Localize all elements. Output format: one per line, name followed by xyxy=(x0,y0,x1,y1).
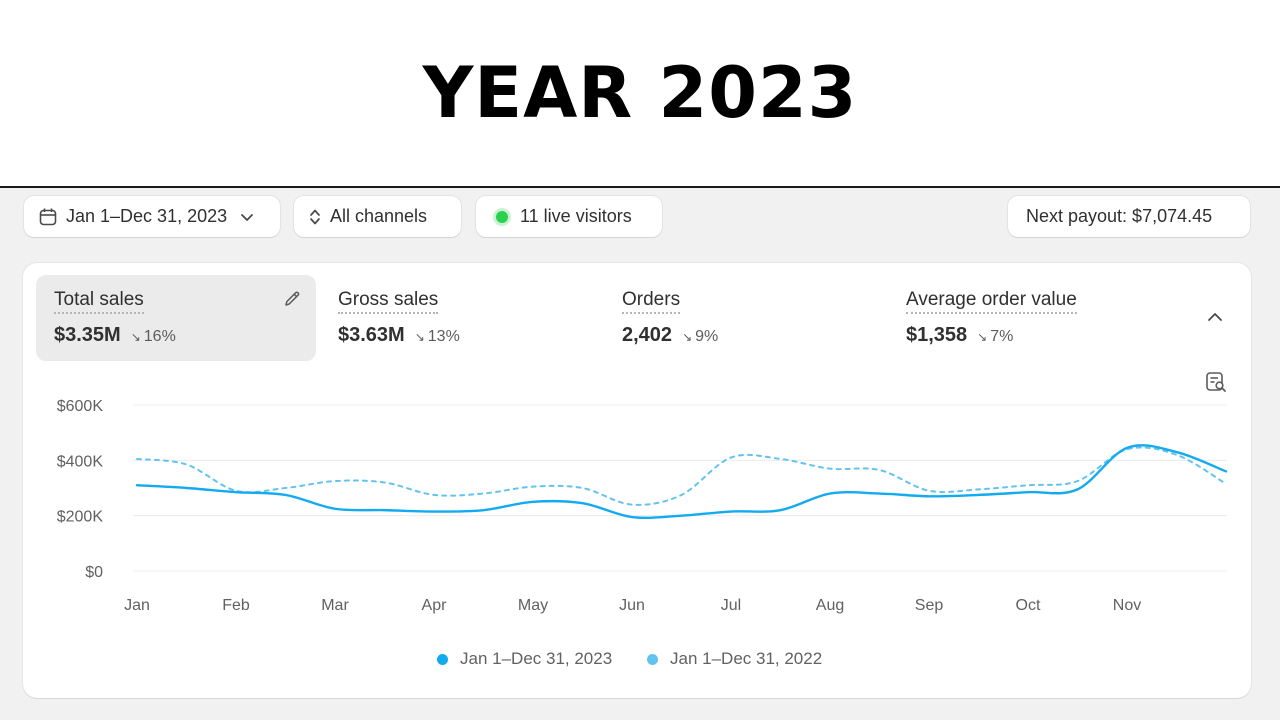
date-range-label: Jan 1–Dec 31, 2023 xyxy=(66,206,228,226)
page-title: YEAR 2023 xyxy=(422,52,858,134)
x-tick-label: Nov xyxy=(1113,597,1141,614)
x-tick-label: Sep xyxy=(915,597,944,614)
series-line-2022[interactable] xyxy=(136,446,1227,506)
live-visitors-label: 11 live visitors xyxy=(520,206,632,226)
divider xyxy=(0,186,1280,188)
legend-item-current[interactable]: Jan 1–Dec 31, 2023 xyxy=(437,649,612,669)
live-status-dot xyxy=(496,210,508,223)
trend-down-icon: ↘ xyxy=(682,330,693,344)
metric-change: 16% xyxy=(143,328,176,345)
metric-change: 9% xyxy=(695,328,719,345)
chevron-down-icon xyxy=(241,213,254,221)
metric-value: 2,402 xyxy=(622,324,673,346)
metric-value: $3.35M xyxy=(54,324,121,346)
chevron-up-icon[interactable] xyxy=(1205,307,1225,327)
legend-dot xyxy=(647,653,658,665)
x-tick-label: May xyxy=(518,597,548,614)
y-tick-label: $400K xyxy=(57,453,104,470)
y-tick-label: $0 xyxy=(85,564,103,581)
next-payout-label: Next payout: $7,074.45 xyxy=(1026,206,1213,226)
trend-down-icon: ↘ xyxy=(130,330,141,344)
legend-label: Jan 1–Dec 31, 2022 xyxy=(670,649,823,668)
date-range-picker[interactable]: Jan 1–Dec 31, 2023 xyxy=(24,196,280,237)
next-payout-button[interactable]: Next payout: $7,074.45 xyxy=(1008,196,1250,237)
metric-label: Gross sales xyxy=(338,289,439,314)
metric-value: $3.63M xyxy=(338,324,405,346)
analytics-dashboard: Jan 1–Dec 31, 2023 All channels 11 live … xyxy=(0,188,1280,720)
pencil-icon[interactable] xyxy=(282,289,302,309)
x-tick-label: Jun xyxy=(619,597,645,614)
metric-total-sales[interactable]: Total sales $3.35M ↘ 16% xyxy=(36,275,316,361)
trend-down-icon: ↘ xyxy=(414,330,425,344)
metric-value: $1,358 xyxy=(906,324,968,346)
metric-change: 7% xyxy=(990,328,1014,345)
x-tick-label: Jan xyxy=(124,597,150,614)
calendar-icon xyxy=(39,208,57,225)
metric-orders[interactable]: Orders 2,402 ↘ 9% xyxy=(604,275,884,361)
metric-label: Total sales xyxy=(54,289,144,314)
channels-filter[interactable]: All channels xyxy=(294,196,461,237)
x-tick-label: Apr xyxy=(422,597,448,614)
metric-label: Average order value xyxy=(906,289,1077,314)
title-band: YEAR 2023 xyxy=(0,0,1280,186)
sort-arrows-icon xyxy=(310,209,320,224)
x-tick-label: Aug xyxy=(816,597,844,614)
x-tick-label: Jul xyxy=(721,597,741,614)
live-visitors-button[interactable]: 11 live visitors xyxy=(476,196,662,237)
metric-label: Orders xyxy=(622,289,681,314)
metric-change: 13% xyxy=(427,328,460,345)
sales-line-chart: $600K $400K $200K $0 Jan Feb Mar Apr May Jun Jul Au… xyxy=(57,398,1228,614)
trend-down-icon: ↘ xyxy=(977,330,988,344)
x-tick-label: Feb xyxy=(222,597,250,614)
channels-label: All channels xyxy=(330,206,428,226)
sales-card: Total sales $3.35M ↘ 16% Gross sales $3.6… xyxy=(23,263,1251,698)
y-tick-label: $600K xyxy=(57,398,104,415)
x-tick-label: Oct xyxy=(1016,597,1041,614)
legend-dot xyxy=(437,653,448,665)
metric-gross-sales[interactable]: Gross sales $3.63M ↘ 13% xyxy=(320,275,600,361)
legend-item-previous[interactable]: Jan 1–Dec 31, 2022 xyxy=(647,649,822,669)
series-line-2023[interactable] xyxy=(135,444,1228,520)
metric-average-order-value[interactable]: Average order value $1,358 ↘ 7% xyxy=(888,275,1188,361)
legend-label: Jan 1–Dec 31, 2023 xyxy=(460,649,613,668)
chart-inspect-icon[interactable] xyxy=(1205,371,1227,393)
x-tick-label: Mar xyxy=(321,597,349,614)
y-tick-label: $200K xyxy=(57,509,104,526)
